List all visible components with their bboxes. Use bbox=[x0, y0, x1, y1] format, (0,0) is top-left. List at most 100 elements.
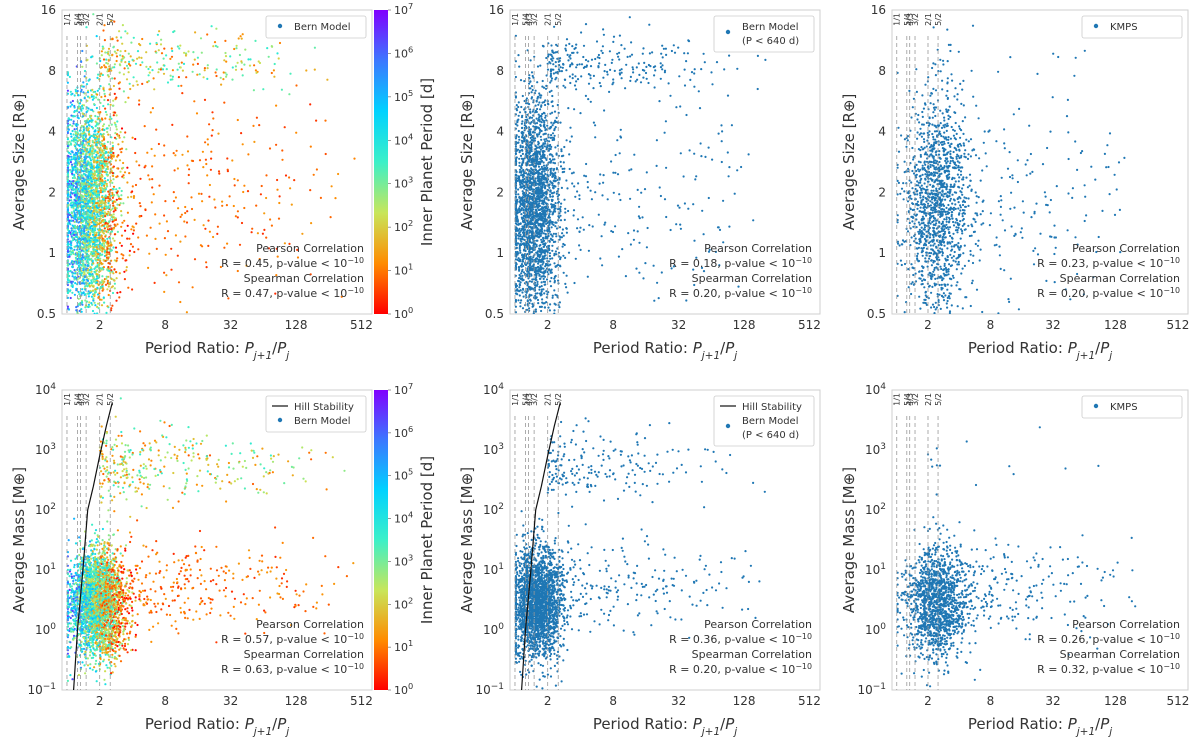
scatter-point bbox=[118, 136, 121, 139]
scatter-point bbox=[81, 216, 84, 219]
scatter-point bbox=[73, 110, 76, 114]
scatter-point bbox=[74, 239, 78, 242]
scatter-point bbox=[101, 170, 104, 173]
scatter-point bbox=[66, 173, 69, 177]
scatter-point bbox=[535, 232, 538, 235]
scatter-point bbox=[537, 222, 540, 225]
scatter-point bbox=[71, 99, 74, 103]
scatter-point bbox=[113, 92, 116, 95]
scatter-point bbox=[100, 142, 103, 145]
scatter-point bbox=[565, 274, 568, 277]
scatter-point bbox=[66, 291, 69, 294]
scatter-point bbox=[92, 190, 95, 193]
scatter-point bbox=[147, 74, 150, 77]
scatter-point bbox=[92, 285, 95, 288]
scatter-point bbox=[112, 99, 115, 102]
scatter-point bbox=[69, 152, 72, 156]
scatter-point bbox=[148, 71, 151, 74]
scatter-point bbox=[93, 103, 96, 106]
scatter-point bbox=[105, 311, 108, 314]
scatter-point bbox=[93, 150, 96, 153]
scatter-point bbox=[176, 254, 179, 257]
scatter-point bbox=[565, 139, 568, 142]
scatter-point bbox=[81, 104, 84, 108]
scatter-point bbox=[521, 114, 524, 117]
scatter-point bbox=[242, 190, 245, 194]
scatter-point bbox=[558, 301, 562, 304]
scatter-point bbox=[81, 132, 84, 135]
scatter-point bbox=[541, 275, 544, 278]
scatter-point bbox=[73, 128, 76, 131]
scatter-point bbox=[101, 224, 104, 227]
scatter-point bbox=[102, 104, 105, 108]
scatter-point bbox=[103, 144, 107, 147]
scatter-point bbox=[77, 216, 80, 219]
scatter-point bbox=[93, 267, 96, 270]
scatter-point bbox=[83, 172, 86, 176]
scatter-point bbox=[191, 70, 194, 73]
panel-top-left: 1/1 5/44/33/2 2/1 5/22 8 32 128 5120.5124816Per… bbox=[10, 1, 436, 362]
scatter-point bbox=[232, 204, 235, 208]
scatter-point bbox=[93, 179, 96, 182]
scatter-point bbox=[210, 134, 213, 137]
scatter-point bbox=[106, 256, 109, 259]
plot-frame bbox=[61, 9, 373, 315]
scatter-point bbox=[118, 63, 121, 66]
scatter-point bbox=[107, 200, 111, 203]
scatter-point bbox=[89, 157, 92, 160]
scatter-point bbox=[556, 263, 560, 267]
scatter-point bbox=[80, 291, 83, 294]
scatter-point bbox=[122, 166, 125, 169]
scatter-point bbox=[544, 283, 547, 286]
scatter-point bbox=[222, 71, 225, 74]
scatter-point bbox=[334, 197, 337, 200]
scatter-point bbox=[229, 55, 232, 58]
scatter-point bbox=[108, 124, 111, 127]
scatter-point bbox=[119, 148, 122, 151]
scatter-point bbox=[199, 37, 203, 40]
scatter-point bbox=[102, 201, 105, 204]
scatter-point bbox=[70, 219, 73, 223]
x-tick-label: 2 bbox=[96, 318, 104, 332]
scatter-point bbox=[96, 286, 99, 289]
scatter-point bbox=[281, 158, 284, 161]
scatter-point bbox=[555, 235, 558, 238]
scatter-point bbox=[66, 228, 69, 231]
scatter-point bbox=[549, 280, 552, 283]
scatter-point bbox=[290, 203, 293, 206]
scatter-point bbox=[90, 284, 93, 287]
scatter-point bbox=[97, 302, 100, 305]
scatter-point bbox=[97, 283, 100, 287]
y-tick-label: 1 bbox=[48, 246, 56, 260]
scatter-point bbox=[87, 262, 90, 265]
scatter-point bbox=[81, 136, 85, 139]
scatter-point bbox=[86, 148, 89, 151]
resonance-lines: 1/1 5/44/33/2 2/1 5/2 bbox=[63, 13, 115, 314]
scatter-point bbox=[517, 193, 520, 196]
scatter-point bbox=[196, 62, 199, 65]
scatter-point bbox=[131, 58, 134, 61]
scatter-point bbox=[238, 53, 241, 57]
scatter-point bbox=[91, 119, 94, 122]
scatter-point bbox=[115, 59, 118, 63]
scatter-point bbox=[72, 180, 75, 183]
scatter-point bbox=[163, 214, 166, 217]
scatter-point bbox=[112, 174, 115, 178]
scatter-point bbox=[518, 205, 522, 208]
scatter-point bbox=[86, 258, 89, 261]
scatter-point bbox=[113, 136, 117, 139]
scatter-point bbox=[119, 170, 122, 173]
scatter-point bbox=[288, 242, 291, 245]
scatter-point bbox=[71, 251, 74, 254]
scatter-point bbox=[73, 293, 76, 296]
scatter-point bbox=[89, 194, 92, 197]
scatter-point bbox=[548, 252, 552, 255]
scatter-point bbox=[187, 182, 190, 185]
scatter-point bbox=[71, 224, 74, 227]
scatter-point bbox=[83, 127, 86, 130]
scatter-point bbox=[563, 198, 566, 201]
scatter-point bbox=[233, 184, 236, 187]
scatter-point bbox=[125, 64, 129, 67]
scatter-point bbox=[67, 117, 70, 120]
scatter-point bbox=[522, 295, 525, 298]
